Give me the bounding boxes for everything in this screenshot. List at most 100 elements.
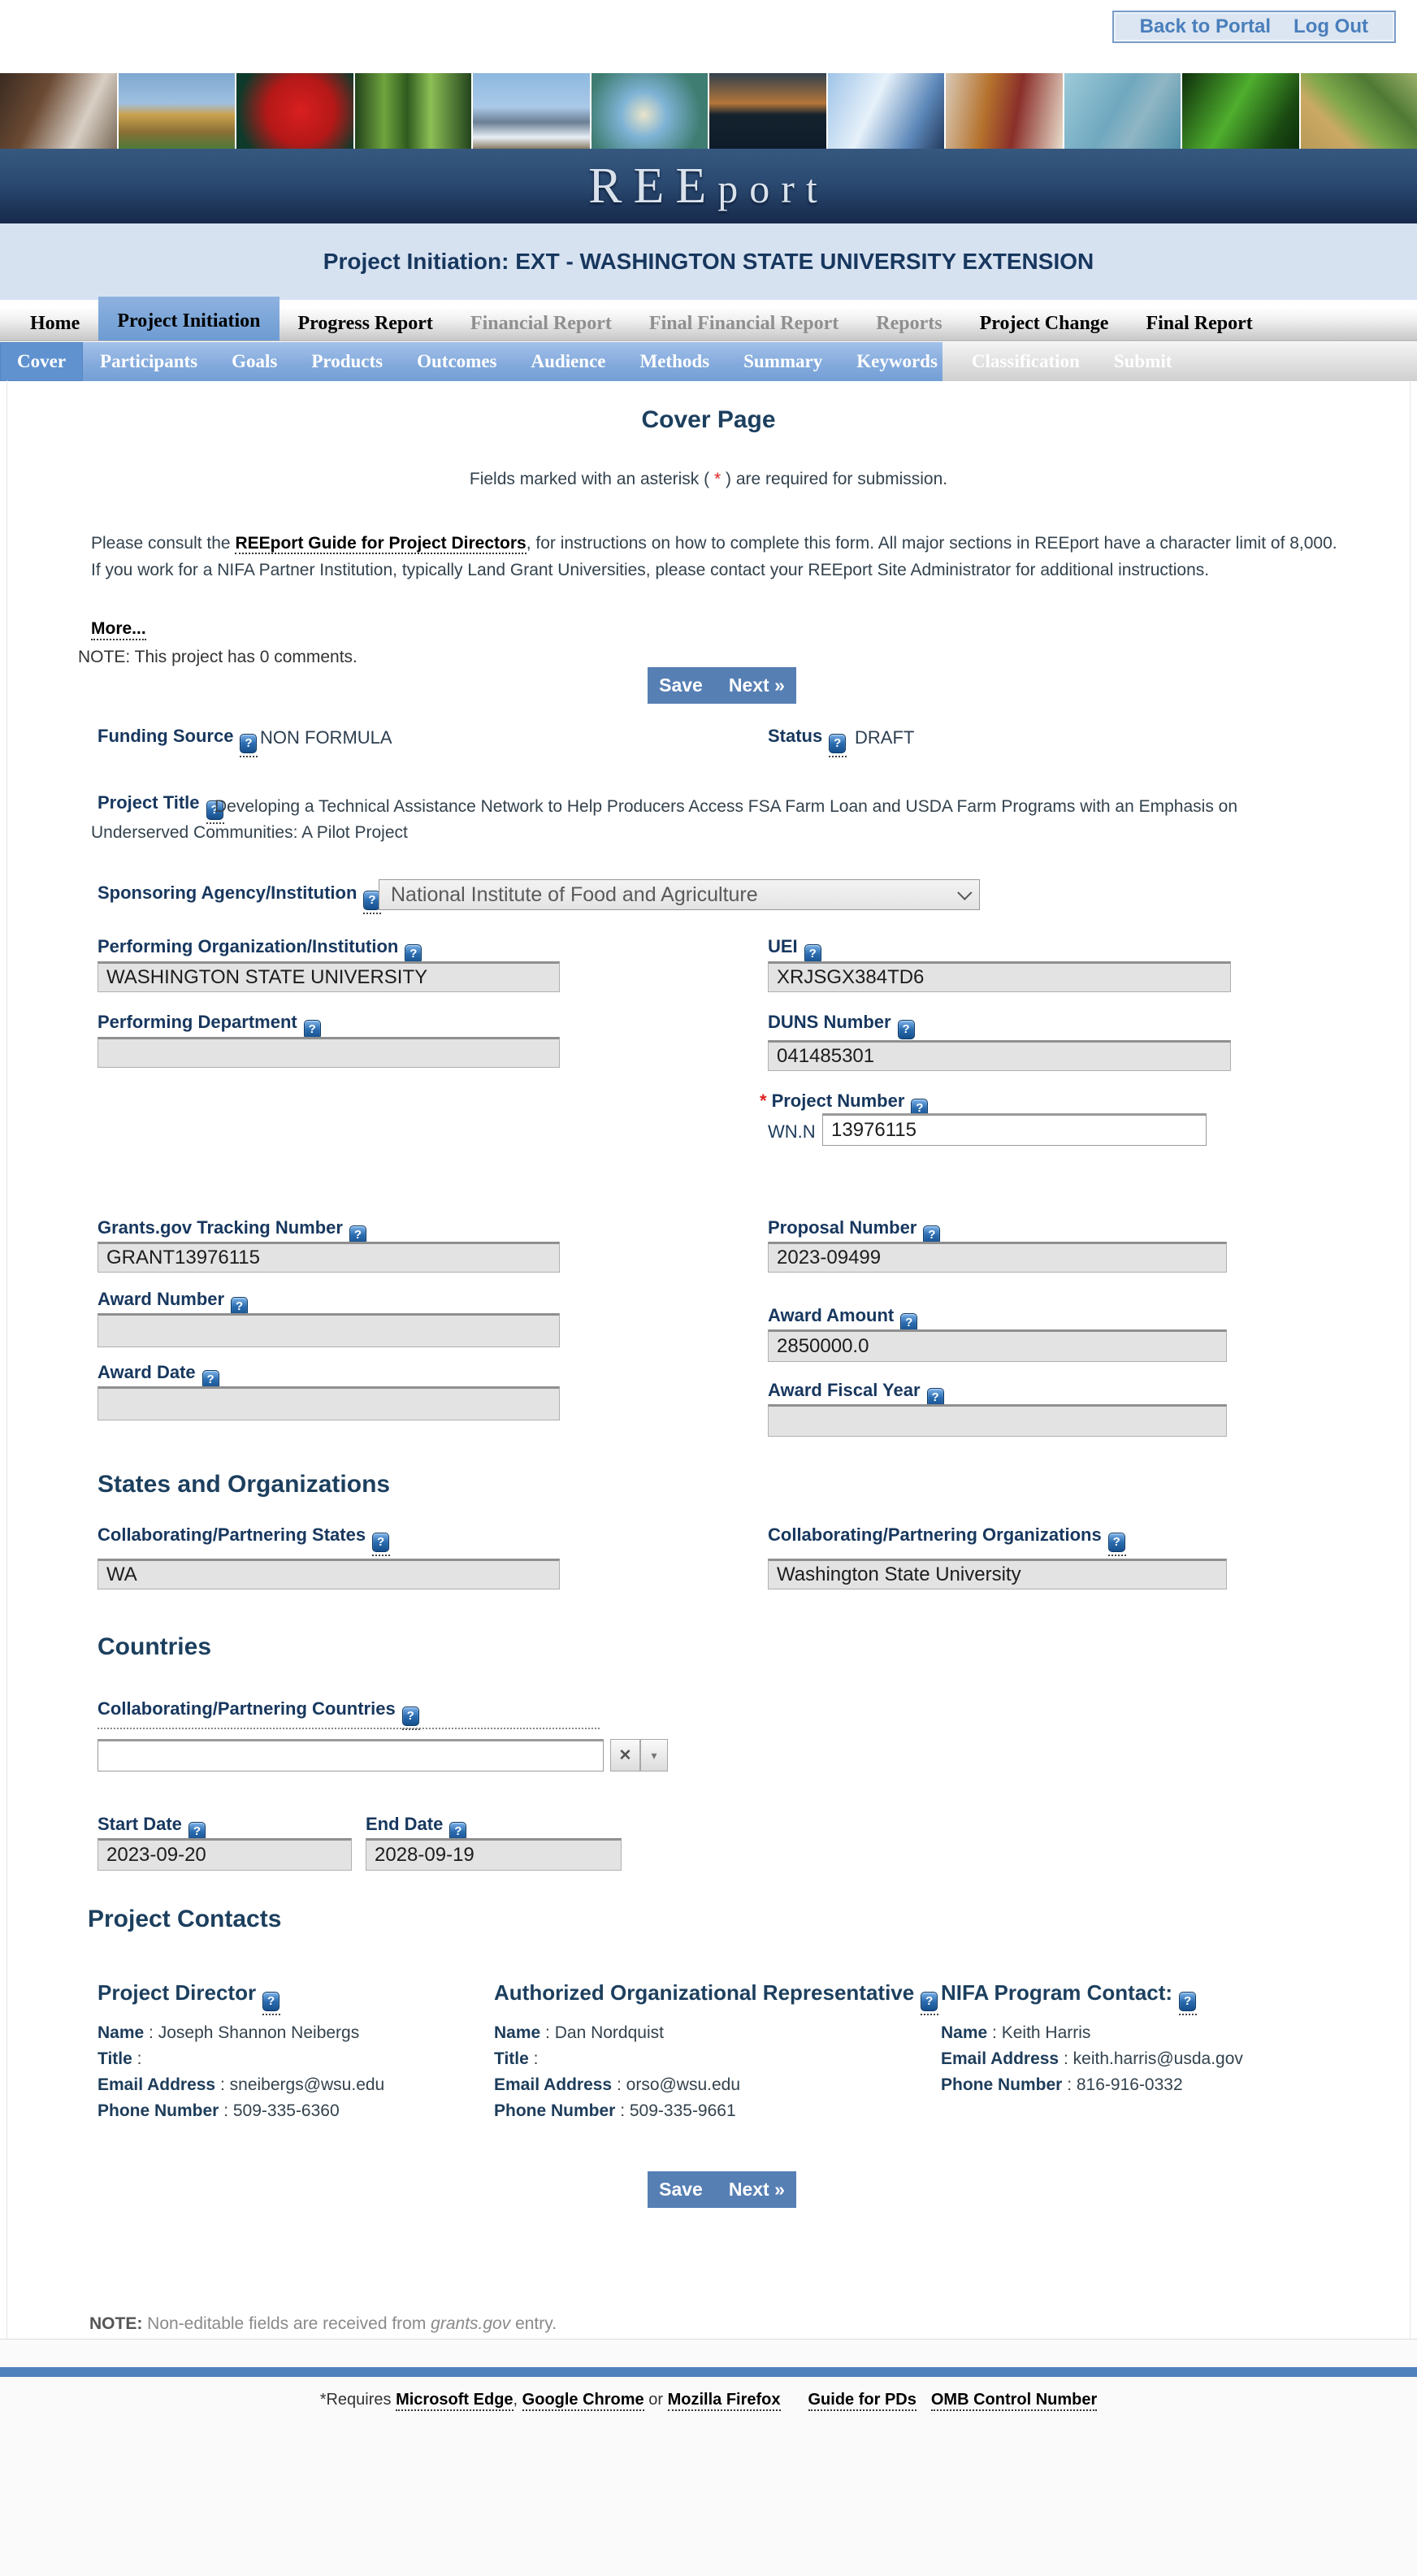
tab-summary[interactable]: Summary xyxy=(743,351,823,371)
edge-link[interactable]: Microsoft Edge xyxy=(396,2391,514,2411)
save-button[interactable]: Save xyxy=(649,674,713,696)
project-number-prefix: WN.N xyxy=(768,1121,816,1142)
help-icon[interactable]: ? xyxy=(897,1020,915,1039)
countries-heading: Countries xyxy=(98,1633,212,1660)
next-button[interactable]: Next » xyxy=(719,2179,795,2201)
proposal-number-input: 2023-09499 xyxy=(768,1242,1227,1273)
tab-cover[interactable]: Cover xyxy=(0,342,84,381)
sponsoring-agency-select[interactable]: National Institute of Food and Agricultu… xyxy=(379,879,980,910)
nav-project-initiation[interactable]: Project Initiation xyxy=(98,297,280,340)
help-icon[interactable]: ? xyxy=(372,1533,390,1552)
guide-for-project-directors-link[interactable]: REEport Guide for Project Directors xyxy=(235,534,526,554)
help-icon[interactable]: ? xyxy=(188,1822,206,1841)
tab-outcomes[interactable]: Outcomes xyxy=(417,351,497,371)
banner-photo-microscope xyxy=(946,73,1063,149)
help-icon[interactable]: ? xyxy=(349,1225,366,1245)
help-icon[interactable]: ? xyxy=(1179,1992,1197,2011)
help-icon[interactable]: ? xyxy=(926,1388,944,1407)
performing-dept-input xyxy=(98,1037,560,1068)
project-contacts-heading: Project Contacts xyxy=(88,1906,282,1932)
status-value: DRAFT xyxy=(855,727,915,748)
intro-paragraph: Please consult the REEport Guide for Pro… xyxy=(91,534,1337,579)
proposal-number-label: Proposal Number? xyxy=(768,1217,942,1249)
award-amount-input: 2850000.0 xyxy=(768,1329,1227,1362)
nifa-contact-heading: NIFA Program Contact:? xyxy=(941,1980,1198,2015)
collab-countries-input[interactable] xyxy=(98,1739,604,1772)
contact-row: Email Address : keith.harris@usda.gov xyxy=(941,2049,1243,2068)
banner-photo-mountain xyxy=(473,73,590,149)
nav-reports: Reports xyxy=(876,313,942,334)
help-icon[interactable]: ? xyxy=(206,800,223,820)
project-number-input[interactable]: 13976115 xyxy=(822,1113,1207,1146)
banner-photo-green-leaf xyxy=(1182,73,1299,149)
photo-banner xyxy=(0,73,1417,149)
award-amount-label: Award Amount? xyxy=(768,1305,919,1337)
nav-final-report[interactable]: Final Report xyxy=(1146,313,1253,334)
contact-row: Phone Number : 816-916-0332 xyxy=(941,2075,1183,2094)
portal-box: Back to Portal Log Out xyxy=(1112,11,1396,43)
performing-org-label: Performing Organization/Institution? xyxy=(98,936,423,968)
dropdown-arrow-icon[interactable]: ▾ xyxy=(640,1739,668,1772)
logo-band: REEport xyxy=(0,149,1417,223)
back-to-portal-link[interactable]: Back to Portal xyxy=(1139,15,1272,37)
uei-input: XRJSGX384TD6 xyxy=(768,961,1231,992)
tab-submit[interactable]: Submit xyxy=(1113,351,1172,371)
required-asterisk: * xyxy=(760,1091,767,1111)
tab-methods[interactable]: Methods xyxy=(639,351,710,371)
tab-products[interactable]: Products xyxy=(311,351,384,371)
duns-input: 041485301 xyxy=(768,1040,1231,1071)
award-fiscal-year-input xyxy=(768,1404,1227,1437)
help-icon[interactable]: ? xyxy=(829,734,847,753)
countries-dotted-rule xyxy=(98,1728,600,1729)
save-next-top: Save Next » xyxy=(648,667,796,704)
help-icon[interactable]: ? xyxy=(804,944,821,964)
next-button[interactable]: Next » xyxy=(719,674,795,696)
title-band: Project Initiation: EXT - WASHINGTON STA… xyxy=(0,223,1417,300)
project-director-heading: Project Director? xyxy=(98,1980,281,2015)
omb-control-number-link[interactable]: OMB Control Number xyxy=(930,2391,1098,2411)
contact-row: Phone Number : 509-335-9661 xyxy=(494,2101,736,2120)
cover-page-heading: Cover Page xyxy=(641,406,776,433)
contact-row: Title : xyxy=(494,2049,539,2068)
help-icon[interactable]: ? xyxy=(1107,1533,1125,1552)
performing-dept-label: Performing Department? xyxy=(98,1012,322,1043)
tab-keywords[interactable]: Keywords xyxy=(856,351,938,371)
states-orgs-heading: States and Organizations xyxy=(98,1471,391,1498)
help-icon[interactable]: ? xyxy=(262,1992,280,2011)
tab-audience[interactable]: Audience xyxy=(531,351,606,371)
status-label: Status? xyxy=(768,726,847,757)
help-icon[interactable]: ? xyxy=(921,1992,938,2011)
award-date-input xyxy=(98,1386,560,1420)
nav-progress-report[interactable]: Progress Report xyxy=(297,313,433,334)
nav-home[interactable]: Home xyxy=(30,313,80,334)
help-icon[interactable]: ? xyxy=(240,734,258,753)
end-date-label: End Date? xyxy=(366,1814,468,1845)
collab-orgs-label: Collaborating/Partnering Organizations? xyxy=(768,1524,1126,1556)
footer-area xyxy=(0,2339,1417,2576)
contact-row: Name : Keith Harris xyxy=(941,2023,1091,2042)
contact-row: Email Address : sneibergs@wsu.edu xyxy=(98,2075,385,2094)
tab-goals[interactable]: Goals xyxy=(232,351,278,371)
banner-photo-lake xyxy=(709,73,826,149)
reeport-logo: REEport xyxy=(588,158,829,214)
firefox-link[interactable]: Mozilla Firefox xyxy=(667,2391,781,2411)
banner-photo-dolphins xyxy=(1064,73,1181,149)
banner-photo-forest xyxy=(354,73,471,149)
footer-links: *Requires Microsoft Edge , Google Chrome… xyxy=(0,2391,1417,2411)
save-button[interactable]: Save xyxy=(649,2179,713,2201)
tab-classification[interactable]: Classification xyxy=(971,351,1080,371)
project-title-value: Developing a Technical Assistance Networ… xyxy=(91,797,1238,842)
nav-project-change[interactable]: Project Change xyxy=(979,313,1109,334)
help-icon[interactable]: ? xyxy=(401,1706,419,1726)
logout-link[interactable]: Log Out xyxy=(1294,15,1368,37)
guide-for-pds-link[interactable]: Guide for PDs xyxy=(808,2391,916,2411)
more-link[interactable]: More... xyxy=(91,619,146,640)
asterisk: * xyxy=(713,470,722,488)
collab-states-label: Collaborating/Partnering States? xyxy=(98,1524,391,1556)
clear-icon[interactable]: ✕ xyxy=(610,1739,640,1772)
chrome-link[interactable]: Google Chrome xyxy=(522,2391,644,2411)
grants-tracking-label: Grants.gov Tracking Number? xyxy=(98,1217,367,1249)
tab-participants[interactable]: Participants xyxy=(100,351,198,371)
project-title-label: Project Title? xyxy=(98,792,224,824)
